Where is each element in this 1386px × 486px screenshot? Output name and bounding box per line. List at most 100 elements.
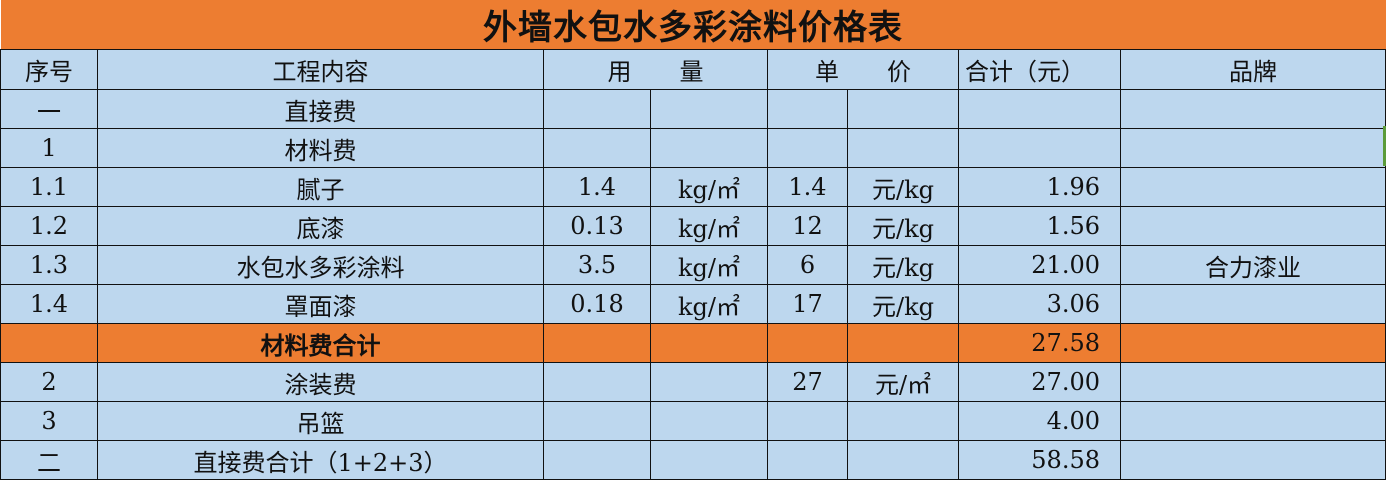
cell-price[interactable]: 17: [767, 284, 848, 324]
header-total[interactable]: 合计（元）: [958, 49, 1121, 90]
table-row: 1 材料费: [0, 128, 1386, 168]
cell-seq[interactable]: 1.2: [0, 206, 98, 246]
cell-brand[interactable]: [1120, 440, 1386, 480]
cell-total[interactable]: 27.00: [958, 362, 1121, 402]
cell-total[interactable]: [958, 128, 1121, 168]
table-row: 二直接费合计（1+2+3） 58.58: [0, 440, 1386, 480]
cell-total[interactable]: 1.96: [958, 167, 1121, 207]
cell-content[interactable]: 直接费: [97, 89, 544, 129]
cell-total[interactable]: 21.00: [958, 245, 1121, 285]
table-row: 1.2 底漆 0.13 kg/㎡ 12 元/kg 1.56: [0, 206, 1386, 246]
cell-price-unit[interactable]: 元/kg: [847, 167, 959, 207]
cell-price-unit[interactable]: 元/kg: [847, 206, 959, 246]
cell-qty[interactable]: [543, 323, 651, 363]
cell-price-unit[interactable]: 元/㎡: [847, 362, 959, 402]
cell-qty-unit[interactable]: [650, 440, 768, 480]
cell-price-unit[interactable]: [847, 401, 959, 441]
cell-price-unit[interactable]: [847, 440, 959, 480]
cell-content[interactable]: 材料费: [97, 128, 544, 168]
cell-qty[interactable]: [543, 401, 651, 441]
cell-price[interactable]: [767, 401, 848, 441]
cell-qty-unit[interactable]: [650, 128, 768, 168]
cell-content[interactable]: 罩面漆: [97, 284, 544, 324]
cell-qty[interactable]: 3.5: [543, 245, 651, 285]
cell-price-unit[interactable]: [847, 89, 959, 129]
cell-total[interactable]: 4.00: [958, 401, 1121, 441]
cell-qty[interactable]: 1.4: [543, 167, 651, 207]
cell-qty-unit[interactable]: [650, 89, 768, 129]
cell-qty[interactable]: 0.18: [543, 284, 651, 324]
cell-brand[interactable]: 合力漆业: [1120, 245, 1386, 285]
cell-total[interactable]: 3.06: [958, 284, 1121, 324]
sheet-title[interactable]: 外墙水包水多彩涂料价格表: [0, 0, 1386, 50]
cell-seq[interactable]: 1: [0, 128, 98, 168]
cell-qty-unit[interactable]: kg/㎡: [650, 206, 768, 246]
header-brand[interactable]: 品牌: [1120, 49, 1386, 90]
cell-content[interactable]: 直接费合计（1+2+3）: [97, 440, 544, 480]
cell-price[interactable]: 12: [767, 206, 848, 246]
cell-qty[interactable]: [543, 89, 651, 129]
table-row: 3 吊篮 4.00: [0, 401, 1386, 441]
cell-price[interactable]: [767, 440, 848, 480]
cell-content[interactable]: 腻子: [97, 167, 544, 207]
table-row: 1.4 罩面漆 0.18 kg/㎡ 17 元/kg 3.06: [0, 284, 1386, 324]
cell-price[interactable]: [767, 323, 848, 363]
cell-qty-unit[interactable]: kg/㎡: [650, 284, 768, 324]
cell-brand[interactable]: [1120, 362, 1386, 402]
cell-brand[interactable]: [1120, 206, 1386, 246]
selection-indicator: [1383, 126, 1386, 166]
cell-content[interactable]: 底漆: [97, 206, 544, 246]
cell-price-unit[interactable]: [847, 128, 959, 168]
cell-qty[interactable]: [543, 362, 651, 402]
cell-price-unit[interactable]: [847, 323, 959, 363]
cell-content[interactable]: 水包水多彩涂料: [97, 245, 544, 285]
cell-seq[interactable]: 1.1: [0, 167, 98, 207]
cell-brand[interactable]: [1120, 167, 1386, 207]
cell-qty[interactable]: 0.13: [543, 206, 651, 246]
cell-seq[interactable]: 2: [0, 362, 98, 402]
cell-total[interactable]: 58.58: [958, 440, 1121, 480]
header-unit-price[interactable]: 单 价: [767, 49, 959, 90]
cell-seq[interactable]: 1.3: [0, 245, 98, 285]
cell-seq[interactable]: [0, 323, 98, 363]
cell-seq[interactable]: 3: [0, 401, 98, 441]
cell-price[interactable]: 27: [767, 362, 848, 402]
cell-brand[interactable]: [1120, 401, 1386, 441]
table-row: 1.1 腻子 1.4 kg/㎡ 1.4 元/kg 1.96: [0, 167, 1386, 207]
table-row: 一直接费: [0, 89, 1386, 129]
header-row: 序号 工程内容 用 量 单 价 合计（元） 品牌: [0, 49, 1386, 90]
cell-content[interactable]: 材料费合计: [97, 323, 544, 363]
cell-price[interactable]: [767, 89, 848, 129]
header-seq[interactable]: 序号: [0, 49, 98, 90]
cell-brand[interactable]: [1120, 128, 1386, 168]
cell-qty-unit[interactable]: [650, 362, 768, 402]
cell-brand[interactable]: [1120, 89, 1386, 129]
cell-qty[interactable]: [543, 128, 651, 168]
cell-qty-unit[interactable]: [650, 323, 768, 363]
cell-qty-unit[interactable]: kg/㎡: [650, 245, 768, 285]
cell-brand[interactable]: [1120, 323, 1386, 363]
cell-price[interactable]: 1.4: [767, 167, 848, 207]
cell-qty-unit[interactable]: [650, 401, 768, 441]
cell-price[interactable]: [767, 128, 848, 168]
cell-qty[interactable]: [543, 440, 651, 480]
cell-seq[interactable]: 1.4: [0, 284, 98, 324]
cell-total[interactable]: [958, 89, 1121, 129]
subtotal-row: 材料费合计 27.58: [0, 323, 1386, 363]
cell-content[interactable]: 吊篮: [97, 401, 544, 441]
header-quantity[interactable]: 用 量: [543, 49, 768, 90]
table-row: 1.3 水包水多彩涂料 3.5 kg/㎡ 6 元/kg 21.00 合力漆业: [0, 245, 1386, 285]
cell-brand[interactable]: [1120, 284, 1386, 324]
header-content[interactable]: 工程内容: [97, 49, 544, 90]
table-row: 2 涂装费 27 元/㎡ 27.00: [0, 362, 1386, 402]
cell-qty-unit[interactable]: kg/㎡: [650, 167, 768, 207]
cell-total[interactable]: 1.56: [958, 206, 1121, 246]
cell-content[interactable]: 涂装费: [97, 362, 544, 402]
cell-total[interactable]: 27.58: [958, 323, 1121, 363]
cell-price-unit[interactable]: 元/kg: [847, 245, 959, 285]
cell-price-unit[interactable]: 元/kg: [847, 284, 959, 324]
cell-seq[interactable]: 二: [0, 440, 98, 480]
cell-price[interactable]: 6: [767, 245, 848, 285]
cell-seq[interactable]: 一: [0, 89, 98, 129]
